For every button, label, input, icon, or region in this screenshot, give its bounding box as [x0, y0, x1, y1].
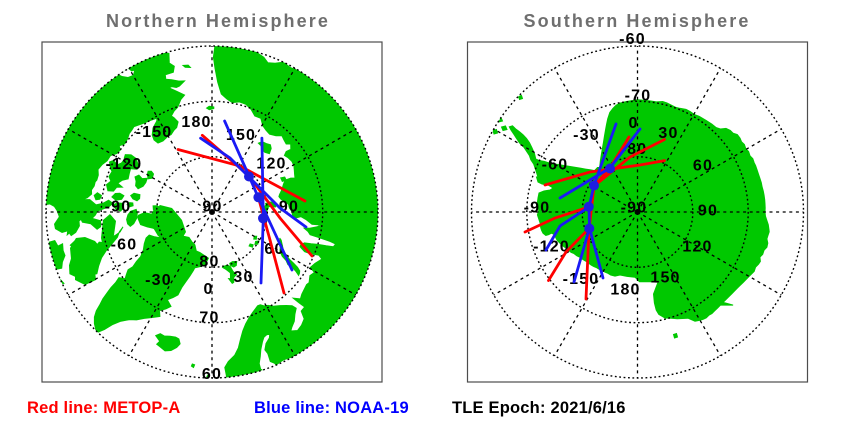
svg-text:-60: -60 — [542, 157, 569, 174]
svg-text:60: 60 — [693, 158, 713, 175]
svg-text:Northern Hemisphere: Northern Hemisphere — [106, 11, 330, 31]
svg-text:-120: -120 — [533, 239, 570, 256]
svg-text:60: 60 — [202, 366, 222, 383]
svg-text:0: 0 — [203, 281, 213, 298]
svg-text:-90: -90 — [105, 199, 132, 216]
svg-text:-60: -60 — [111, 237, 138, 254]
svg-text:-150: -150 — [563, 271, 600, 288]
svg-text:30: 30 — [233, 269, 253, 286]
svg-text:180: 180 — [610, 282, 640, 299]
svg-text:-60: -60 — [619, 31, 646, 48]
svg-text:-30: -30 — [145, 272, 172, 289]
svg-text:120: 120 — [682, 239, 712, 256]
svg-text:90: 90 — [698, 203, 718, 220]
svg-text:30: 30 — [658, 125, 678, 142]
svg-text:0: 0 — [628, 115, 638, 132]
svg-text:TLE Epoch: 2021/6/16: TLE Epoch: 2021/6/16 — [452, 399, 626, 417]
svg-text:150: 150 — [650, 270, 680, 287]
svg-text:-90: -90 — [621, 200, 648, 217]
svg-text:-30: -30 — [573, 127, 600, 144]
svg-text:80: 80 — [199, 254, 219, 271]
svg-text:-120: -120 — [106, 156, 143, 173]
svg-text:Blue line: NOAA-19: Blue line: NOAA-19 — [254, 399, 409, 417]
svg-text:90: 90 — [202, 199, 222, 216]
svg-text:Southern Hemisphere: Southern Hemisphere — [524, 11, 751, 31]
svg-text:180: 180 — [181, 114, 211, 131]
svg-text:-90: -90 — [524, 200, 551, 217]
svg-text:-150: -150 — [136, 124, 173, 141]
svg-text:-70: -70 — [625, 88, 652, 105]
svg-text:Red line: METOP-A: Red line: METOP-A — [27, 399, 180, 417]
svg-text:70: 70 — [199, 310, 219, 327]
